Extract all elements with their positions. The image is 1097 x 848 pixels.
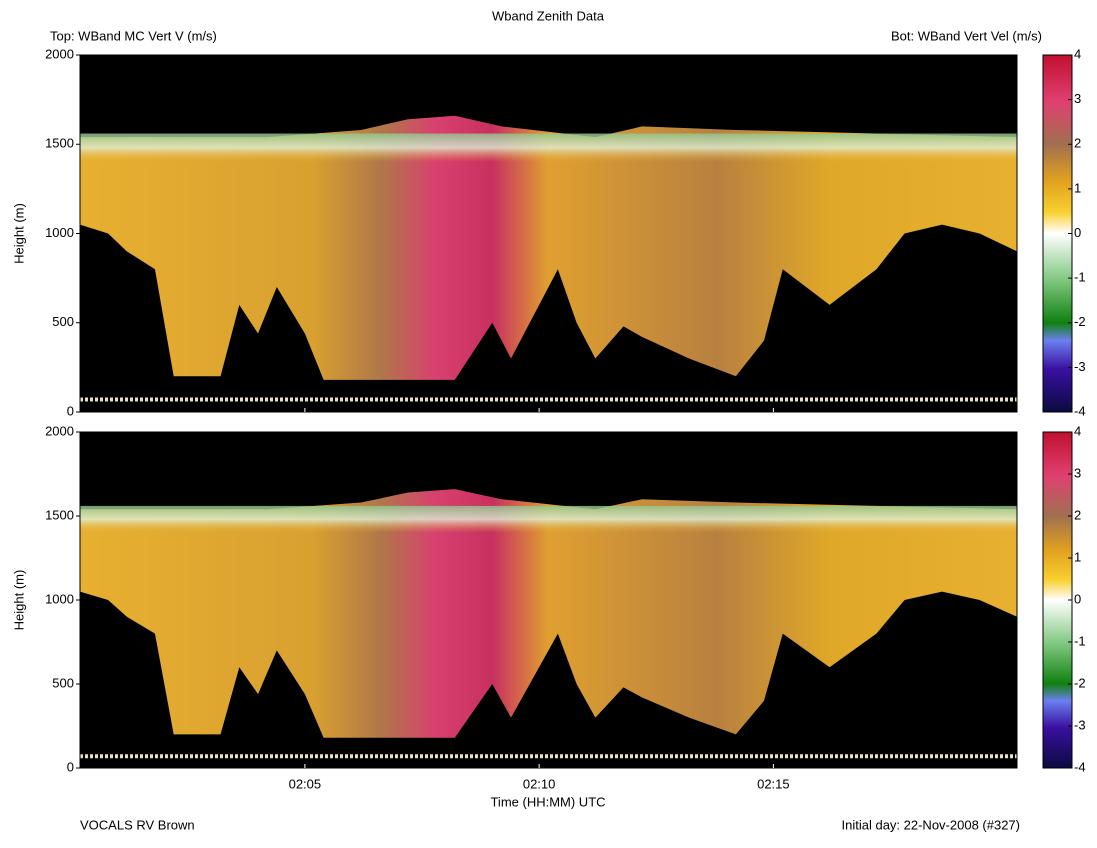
cloud-top-band	[80, 505, 1017, 533]
x-tick-label: 02:15	[757, 776, 790, 791]
y-tick-label: 500	[52, 675, 74, 690]
y-tick-label: 1500	[45, 507, 74, 522]
echo-field	[80, 489, 1017, 738]
colorbar-tick-label: -3	[1074, 359, 1086, 374]
y-tick-label: 500	[52, 314, 74, 329]
top-label: Top: WBand MC Vert V (m/s)	[50, 28, 217, 43]
x-tick-label: 02:05	[289, 776, 322, 791]
colorbar-tick-label: -3	[1074, 717, 1086, 732]
y-tick-label: 2000	[45, 46, 74, 61]
y-tick-label: 0	[67, 759, 74, 774]
y-axis-label: Height (m)	[11, 570, 26, 631]
title: Wband Zenith Data	[492, 8, 605, 23]
y-tick-label: 2000	[45, 423, 74, 438]
colorbar-tick-label: 1	[1074, 549, 1081, 564]
colorbar-tick-label: 4	[1074, 46, 1081, 61]
x-tick-label: 02:10	[523, 776, 556, 791]
colorbar	[1042, 54, 1073, 413]
y-tick-label: 1500	[45, 136, 74, 151]
colorbar-tick-label: 3	[1074, 465, 1081, 480]
y-tick-label: 0	[67, 403, 74, 418]
echo-field	[80, 115, 1017, 380]
colorbar-tick-label: 1	[1074, 180, 1081, 195]
y-tick-label: 1000	[45, 591, 74, 606]
footer-right: Initial day: 22-Nov-2008 (#327)	[842, 817, 1021, 832]
colorbar-tick-label: 0	[1074, 225, 1081, 240]
colorbar-tick-label: -1	[1074, 633, 1086, 648]
y-axis-label: Height (m)	[11, 203, 26, 264]
colorbar	[1042, 431, 1073, 769]
colorbar-tick-label: 2	[1074, 136, 1081, 151]
y-tick-label: 1000	[45, 225, 74, 240]
colorbar-tick-label: 0	[1074, 591, 1081, 606]
colorbar-tick-label: -1	[1074, 270, 1086, 285]
colorbar-tick-label: 2	[1074, 507, 1081, 522]
colorbar-tick-label: -2	[1074, 675, 1086, 690]
colorbar-tick-label: -4	[1074, 403, 1086, 418]
bottom-label: Bot: WBand Vert Vel (m/s)	[891, 28, 1042, 43]
colorbar-tick-label: 4	[1074, 423, 1081, 438]
colorbar-tick-label: 3	[1074, 91, 1081, 106]
footer-left: VOCALS RV Brown	[80, 817, 195, 832]
colorbar-tick-label: -2	[1074, 314, 1086, 329]
x-axis-label: Time (HH:MM) UTC	[490, 794, 605, 809]
colorbar-tick-label: -4	[1074, 759, 1086, 774]
cloud-top-band	[80, 133, 1017, 163]
